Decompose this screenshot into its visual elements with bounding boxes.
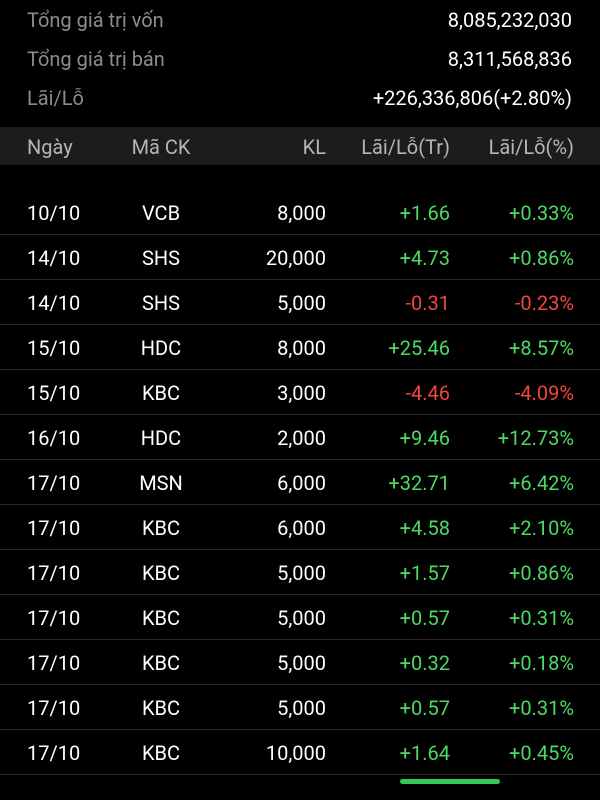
cell: SHS [141,291,181,315]
table-row: 17/10 MSN 6,000 +32.71 +6.42% [0,460,600,505]
summary-row: Lãi/Lỗ +226,336,806(+2.80%) [0,80,600,118]
cell: +1.57 [399,561,450,585]
cell: 5,000 [277,651,326,675]
tab-indicator [400,779,500,784]
cell: +0.33% [509,201,574,225]
cell: +0.32 [399,651,450,675]
table-header: Ngày Mã CK KL Lãi/Lỗ(Tr) Lãi/Lỗ(%) [0,127,600,165]
table-row: 10/10 VCB 8,000 +1.66 +0.33% [0,190,600,235]
cell: +25.46 [388,336,450,360]
column-header: Ngày [27,135,73,159]
table-row: 14/10 SHS 5,000 -0.31 -0.23% [0,280,600,325]
cell: 10,000 [265,741,326,765]
cell: +0.57 [399,696,450,720]
cell: +4.73 [399,246,450,270]
column-header: Lãi/Lỗ(Tr) [361,135,450,159]
cell: VCB [141,201,181,225]
table-row: 17/10 KBC 6,000 +4.58 +2.10% [0,505,600,550]
cell: 2,000 [277,426,326,450]
cell: +0.57 [399,606,450,630]
cell: 5,000 [277,696,326,720]
summary-row: Tổng giá trị vốn 8,085,232,030 [0,2,600,40]
cell: KBC [141,606,181,630]
cell: +0.31% [509,606,574,630]
cell: 15/10 [27,381,81,405]
cell: +4.58 [399,516,450,540]
cell: 20,000 [265,246,326,270]
cell: +8.57% [509,336,574,360]
cell: +32.71 [388,471,450,495]
table-row: 17/10 KBC 5,000 +1.57 +0.86% [0,550,600,595]
cell: 14/10 [27,291,81,315]
table-row: 17/10 KBC 10,000 +1.64 +0.45% [0,730,600,775]
cell: +9.46 [399,426,450,450]
summary-label: Tổng giá trị bán [27,47,165,71]
cell: 14/10 [27,246,81,270]
cell: KBC [141,561,181,585]
column-header: KL [302,135,326,159]
cell: +1.64 [399,741,450,765]
cell: KBC [141,651,181,675]
cell: +0.45% [509,741,574,765]
cell: 17/10 [27,651,81,675]
cell: +0.18% [509,651,574,675]
summary-value: +226,336,806(+2.80%) [372,86,572,110]
cell: +0.86% [509,561,574,585]
table-row: 17/10 KBC 5,000 +0.57 +0.31% [0,685,600,730]
cell: KBC [141,696,181,720]
cell: SHS [141,246,181,270]
cell: +6.42% [509,471,574,495]
cell: 17/10 [27,516,81,540]
summary-label: Lãi/Lỗ [27,86,84,110]
cell: 5,000 [277,561,326,585]
cell: HDC [140,336,182,360]
cell: -4.46 [405,381,450,405]
cell: 5,000 [277,606,326,630]
cell: 6,000 [277,471,326,495]
summary-label: Tổng giá trị vốn [27,8,164,32]
table-row: 17/10 KBC 5,000 +0.32 +0.18% [0,640,600,685]
table-row: 17/10 KBC 5,000 +0.57 +0.31% [0,595,600,640]
table-row: 16/10 HDC 2,000 +9.46 +12.73% [0,415,600,460]
column-header: Lãi/Lỗ(%) [488,135,574,159]
cell: 3,000 [277,381,326,405]
summary-value: 8,311,568,836 [447,47,572,71]
cell: 8,000 [277,336,326,360]
cell: 17/10 [27,741,81,765]
table-row: 15/10 KBC 3,000 -4.46 -4.09% [0,370,600,415]
cell: KBC [141,381,181,405]
cell: +12.73% [497,426,574,450]
summary-row: Tổng giá trị bán 8,311,568,836 [0,41,600,79]
cell: 17/10 [27,606,81,630]
summary-value: 8,085,232,030 [447,8,572,32]
cell: 16/10 [27,426,81,450]
cell: KBC [141,516,181,540]
cell: 6,000 [277,516,326,540]
cell: 8,000 [277,201,326,225]
cell: HDC [140,426,182,450]
column-header: Mã CK [131,135,191,159]
cell: 17/10 [27,471,81,495]
cell: -0.23% [514,291,574,315]
cell: 15/10 [27,336,81,360]
table-row: 14/10 SHS 20,000 +4.73 +0.86% [0,235,600,280]
cell: +0.31% [509,696,574,720]
cell: 17/10 [27,561,81,585]
cell: -4.09% [514,381,574,405]
cell: +1.66 [399,201,450,225]
cell: KBC [141,741,181,765]
cell: 10/10 [27,201,81,225]
cell: MSN [139,471,183,495]
cell: 5,000 [277,291,326,315]
cell: +2.10% [509,516,574,540]
cell: -0.31 [405,291,450,315]
table-body: 10/10 VCB 8,000 +1.66 +0.33% 14/10 SHS 20,000 +4… [0,165,600,775]
cell: 17/10 [27,696,81,720]
cell: +0.86% [509,246,574,270]
table-row: 15/10 HDC 8,000 +25.46 +8.57% [0,325,600,370]
